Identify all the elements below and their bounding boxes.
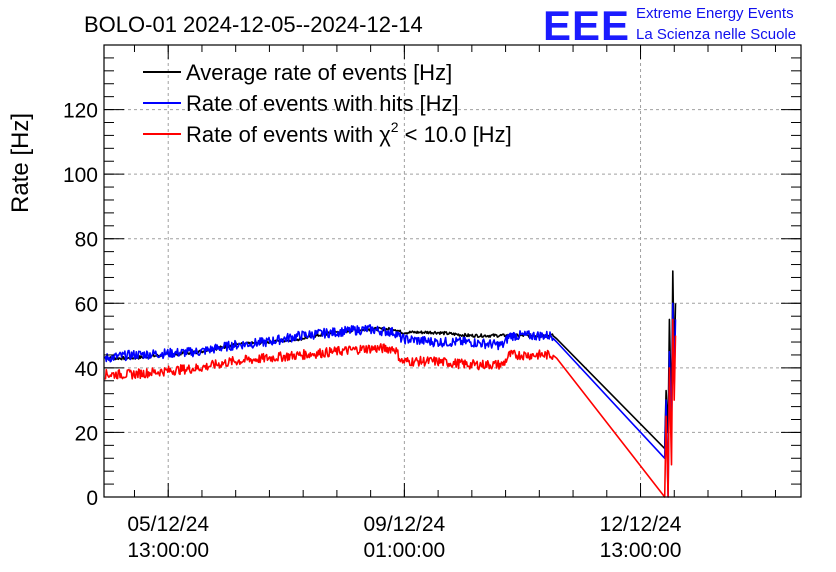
- x-tick-label-time: 13:00:00: [600, 539, 682, 562]
- y-tick-label: 120: [63, 100, 98, 123]
- x-tick-label-time: 01:00:00: [363, 539, 445, 562]
- chart-title: BOLO-01 2024-12-05--2024-12-14: [84, 12, 423, 37]
- legend-label-chi2: Rate of events with χ2 < 10.0 [Hz]: [186, 119, 512, 147]
- y-tick-label: 80: [75, 229, 98, 252]
- series-line: [104, 270, 677, 450]
- legend: Average rate of events [Hz] Rate of even…: [143, 60, 512, 147]
- y-tick-label: 40: [75, 358, 98, 381]
- org-name-line2: La Scienza nelle Scuole: [636, 26, 796, 43]
- y-tick-label: 0: [86, 487, 98, 510]
- y-tick-label: 60: [75, 293, 98, 316]
- series-line: [104, 318, 677, 498]
- plot-frame: [103, 44, 802, 498]
- eee-logo: EEE: [543, 2, 630, 49]
- x-tick-label-date: 05/12/24: [127, 513, 209, 536]
- y-tick-label: 100: [63, 164, 98, 187]
- legend-label-average: Average rate of events [Hz]: [186, 60, 452, 85]
- series-line: [104, 302, 677, 498]
- org-name-line1: Extreme Energy Events: [636, 5, 794, 22]
- y-tick-label: 20: [75, 422, 98, 445]
- legend-label-hits: Rate of events with hits [Hz]: [186, 91, 459, 116]
- y-axis-title: Rate [Hz]: [7, 113, 34, 213]
- x-tick-label-date: 12/12/24: [600, 513, 682, 536]
- x-tick-label-date: 09/12/24: [363, 513, 445, 536]
- series-lines: [104, 270, 677, 498]
- x-tick-label-time: 13:00:00: [127, 539, 209, 562]
- axes: 0 20 40 60 80 100 120 05/12/24 13:00:00 09/12/24 0…: [63, 44, 801, 562]
